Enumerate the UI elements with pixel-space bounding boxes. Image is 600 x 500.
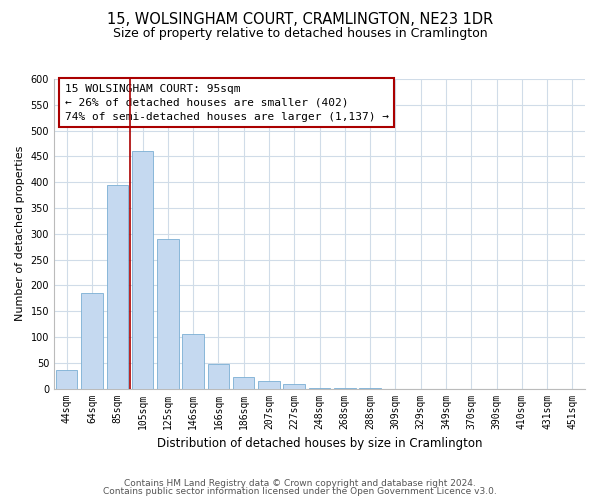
Bar	[283, 384, 305, 388]
Text: Size of property relative to detached houses in Cramlington: Size of property relative to detached ho…	[113, 28, 487, 40]
Bar	[182, 334, 204, 388]
Bar	[208, 364, 229, 388]
Bar	[233, 377, 254, 388]
Bar	[107, 185, 128, 388]
X-axis label: Distribution of detached houses by size in Cramlington: Distribution of detached houses by size …	[157, 437, 482, 450]
Bar	[258, 381, 280, 388]
Text: 15 WOLSINGHAM COURT: 95sqm
← 26% of detached houses are smaller (402)
74% of sem: 15 WOLSINGHAM COURT: 95sqm ← 26% of deta…	[65, 84, 389, 122]
Y-axis label: Number of detached properties: Number of detached properties	[15, 146, 25, 322]
Bar	[157, 239, 179, 388]
Text: Contains HM Land Registry data © Crown copyright and database right 2024.: Contains HM Land Registry data © Crown c…	[124, 478, 476, 488]
Text: 15, WOLSINGHAM COURT, CRAMLINGTON, NE23 1DR: 15, WOLSINGHAM COURT, CRAMLINGTON, NE23 …	[107, 12, 493, 28]
Bar	[81, 293, 103, 388]
Bar	[56, 370, 77, 388]
Bar	[132, 151, 153, 388]
Text: Contains public sector information licensed under the Open Government Licence v3: Contains public sector information licen…	[103, 487, 497, 496]
